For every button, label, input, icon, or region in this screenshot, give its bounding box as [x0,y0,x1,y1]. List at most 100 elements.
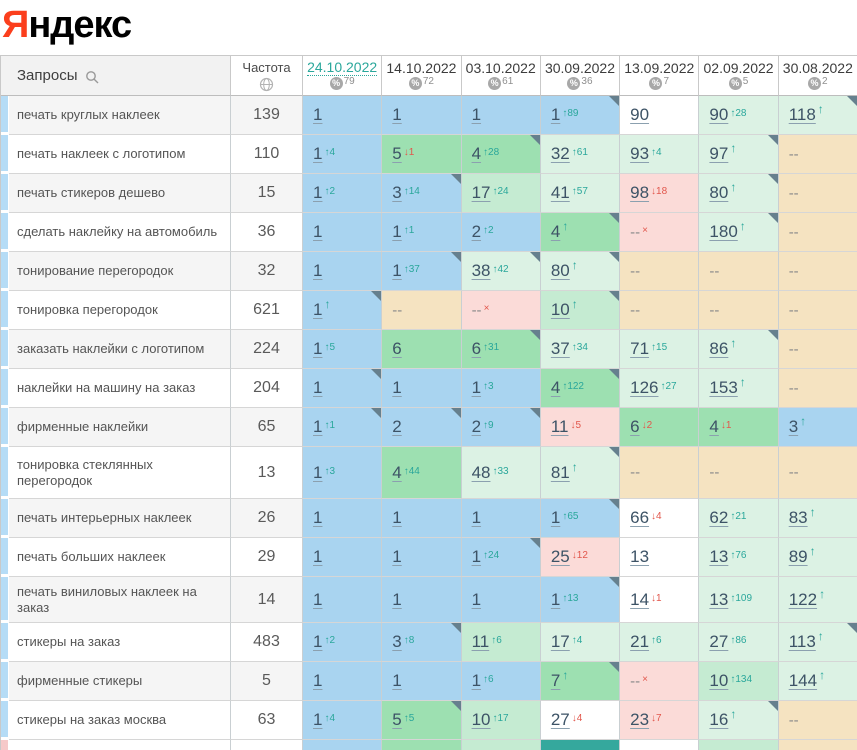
position-cell[interactable]: 3 ↑ [778,408,857,447]
position-cell[interactable]: -- [699,252,779,291]
position-cell[interactable]: -- [620,252,700,291]
position-cell[interactable]: 1 ↑37 [382,252,462,291]
position-cell[interactable]: -- [778,447,857,499]
position-cell[interactable]: 4 ↑ [540,213,621,252]
position-cell[interactable]: 21 ↑6 [620,623,700,662]
query-cell[interactable]: фирменные стикеры [9,662,231,701]
position-cell[interactable]: 1 [303,538,383,577]
position-cell[interactable]: 32 ↑61 [540,135,621,174]
position-cell[interactable]: 1 ↑2 [303,623,383,662]
position-cell[interactable]: 17 ↑4 [540,623,621,662]
position-cell[interactable]: 1 [382,369,462,408]
position-cell[interactable]: 48 ↑33 [461,447,541,499]
position-cell[interactable]: 4 ↓1 [699,408,779,447]
position-cell[interactable]: -- [778,135,857,174]
position-cell[interactable]: 153 ↑ [699,369,779,408]
frequency-header[interactable]: Частота [231,55,303,96]
position-cell[interactable]: 38 ↑42 [461,252,541,291]
position-cell[interactable]: 86 ↑ [699,330,779,369]
position-cell[interactable]: 1 [382,499,462,538]
position-cell[interactable]: 13 ↑109 [699,577,779,623]
query-cell[interactable]: печать виниловых наклеек на заказ [9,577,231,623]
date-column-header[interactable]: 24.10.2022% 79 [303,55,383,96]
query-cell[interactable]: фирменные наклейки [9,408,231,447]
position-cell[interactable]: 3 ↑14 [382,174,462,213]
position-cell[interactable]: 90 [620,96,700,135]
query-cell[interactable]: стикеры на заказ москва [9,701,231,740]
position-cell[interactable]: 10 ↑134 [699,662,779,701]
position-cell[interactable]: 1 [382,538,462,577]
position-cell[interactable]: 6 [382,330,462,369]
position-cell[interactable]: 1 ↑65 [540,499,621,538]
position-cell[interactable]: 98 ↓18 [620,174,700,213]
position-cell[interactable] [699,740,779,750]
position-cell[interactable]: 80 ↑ [699,174,779,213]
position-cell[interactable]: 1 [461,499,541,538]
position-cell[interactable]: -- × [620,662,700,701]
position-cell[interactable]: 27 ↑86 [699,623,779,662]
position-cell[interactable]: 1 ↑1 [382,213,462,252]
date-column-header[interactable]: 30.08.2022% 2 [778,55,857,96]
position-cell[interactable]: 2 ↑9 [461,408,541,447]
position-cell[interactable]: 41 ↑57 [540,174,621,213]
position-cell[interactable]: 126 ↑27 [620,369,700,408]
query-cell[interactable]: печать больших наклеек [9,538,231,577]
queries-header[interactable]: Запросы [9,55,231,96]
position-cell[interactable]: 180 ↑ [699,213,779,252]
position-cell[interactable]: 122 ↑ [778,577,857,623]
position-cell[interactable]: 1 [303,499,383,538]
position-cell[interactable]: 4 ↑28 [461,135,541,174]
position-cell[interactable]: -- [699,291,779,330]
position-cell[interactable]: 1 ↑24 [461,538,541,577]
position-cell[interactable]: 1 ↑4 [303,701,383,740]
position-cell[interactable]: 2 [382,408,462,447]
position-cell[interactable]: 66 ↓4 [620,499,700,538]
position-cell[interactable]: 17 ↑24 [461,174,541,213]
position-cell[interactable]: 1 [382,662,462,701]
position-cell[interactable]: 1 ↑ [303,291,383,330]
position-cell[interactable]: 113 ↑ [778,623,857,662]
position-cell[interactable] [540,740,621,750]
position-cell[interactable]: 4 ↑122 [540,369,621,408]
position-cell[interactable]: 1 [303,577,383,623]
date-column-header[interactable]: 14.10.2022% 72 [382,55,462,96]
position-cell[interactable] [778,740,857,750]
position-cell[interactable]: 71 ↑15 [620,330,700,369]
position-cell[interactable]: -- [778,701,857,740]
position-cell[interactable]: 1 ↑4 [303,135,383,174]
position-cell[interactable]: -- × [620,213,700,252]
position-cell[interactable]: 1 [303,96,383,135]
date-column-header[interactable]: 30.09.2022% 36 [540,55,621,96]
position-cell[interactable]: 83 ↑ [778,499,857,538]
position-cell[interactable]: 5 ↓1 [382,135,462,174]
position-cell[interactable]: 6 ↑31 [461,330,541,369]
position-cell[interactable] [461,740,541,750]
position-cell[interactable]: 4 ↑44 [382,447,462,499]
position-cell[interactable]: -- [778,213,857,252]
position-cell[interactable]: 1 ↑13 [540,577,621,623]
query-cell[interactable]: тонирование перегородок [9,252,231,291]
position-cell[interactable]: 10 ↑ [540,291,621,330]
position-cell[interactable]: 37 ↑34 [540,330,621,369]
position-cell[interactable]: 118 ↑ [778,96,857,135]
query-cell[interactable]: сделать наклейку на автомобиль [9,213,231,252]
position-cell[interactable]: 5 ↑5 [382,701,462,740]
position-cell[interactable]: 11 ↑6 [461,623,541,662]
query-cell[interactable]: тонировка стеклянных перегородок [9,447,231,499]
position-cell[interactable]: 1 [461,577,541,623]
position-cell[interactable]: 1 [303,662,383,701]
query-cell[interactable]: заказать наклейки с логотипом [9,330,231,369]
position-cell[interactable]: 1 [303,252,383,291]
position-cell[interactable]: 62 ↑21 [699,499,779,538]
position-cell[interactable]: 81 ↑ [540,447,621,499]
position-cell[interactable]: 6 ↓2 [620,408,700,447]
position-cell[interactable]: -- [382,291,462,330]
query-cell[interactable]: печать круглых наклеек [9,96,231,135]
position-cell[interactable]: 11 ↓5 [540,408,621,447]
position-cell[interactable]: 10 ↑17 [461,701,541,740]
position-cell[interactable]: 16 ↑ [699,701,779,740]
position-cell[interactable]: -- [778,291,857,330]
position-cell[interactable]: 89 ↑ [778,538,857,577]
query-cell[interactable]: стикеры на заказ [9,623,231,662]
position-cell[interactable]: 1 [303,369,383,408]
